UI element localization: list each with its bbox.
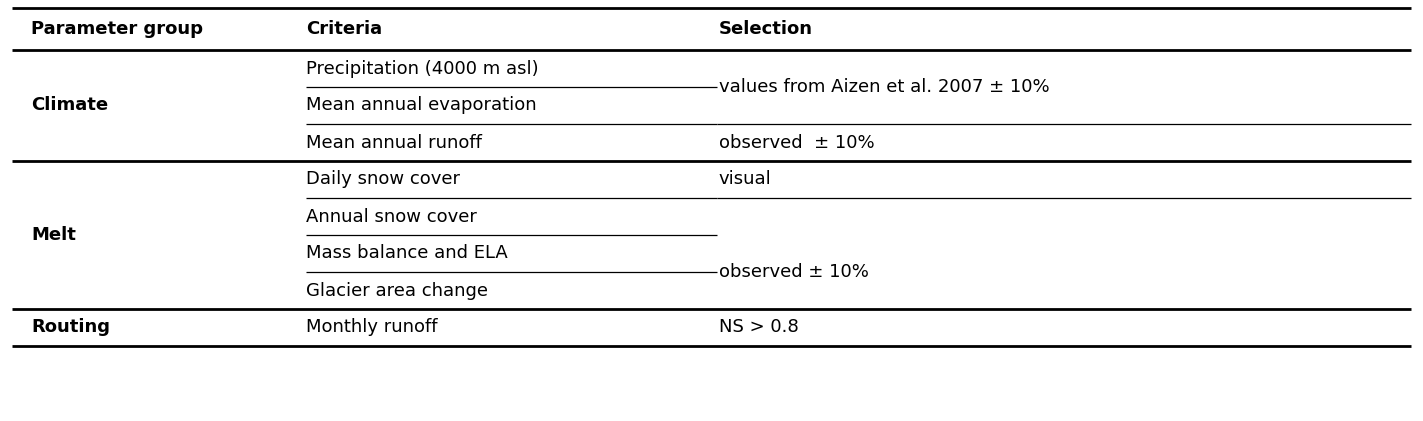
Text: Mean annual runoff: Mean annual runoff	[306, 133, 482, 152]
Text: Precipitation (4000 m asl): Precipitation (4000 m asl)	[306, 59, 538, 77]
Text: Glacier area change: Glacier area change	[306, 282, 488, 299]
Text: Monthly runoff: Monthly runoff	[306, 319, 437, 336]
Text: Daily snow cover: Daily snow cover	[306, 171, 460, 189]
Text: Climate: Climate	[31, 96, 108, 115]
Text: Routing: Routing	[31, 319, 111, 336]
Text: observed ± 10%: observed ± 10%	[719, 263, 868, 281]
Text: visual: visual	[719, 171, 771, 189]
Text: values from Aizen et al. 2007 ± 10%: values from Aizen et al. 2007 ± 10%	[719, 78, 1049, 96]
Text: observed  ± 10%: observed ± 10%	[719, 133, 874, 152]
Text: Selection: Selection	[719, 20, 813, 38]
Text: Mean annual evaporation: Mean annual evaporation	[306, 96, 536, 115]
Text: Melt: Melt	[31, 226, 77, 244]
Text: Criteria: Criteria	[306, 20, 381, 38]
Text: Mass balance and ELA: Mass balance and ELA	[306, 245, 508, 263]
Text: Annual snow cover: Annual snow cover	[306, 208, 477, 226]
Text: Parameter group: Parameter group	[31, 20, 203, 38]
Text: NS > 0.8: NS > 0.8	[719, 319, 798, 336]
